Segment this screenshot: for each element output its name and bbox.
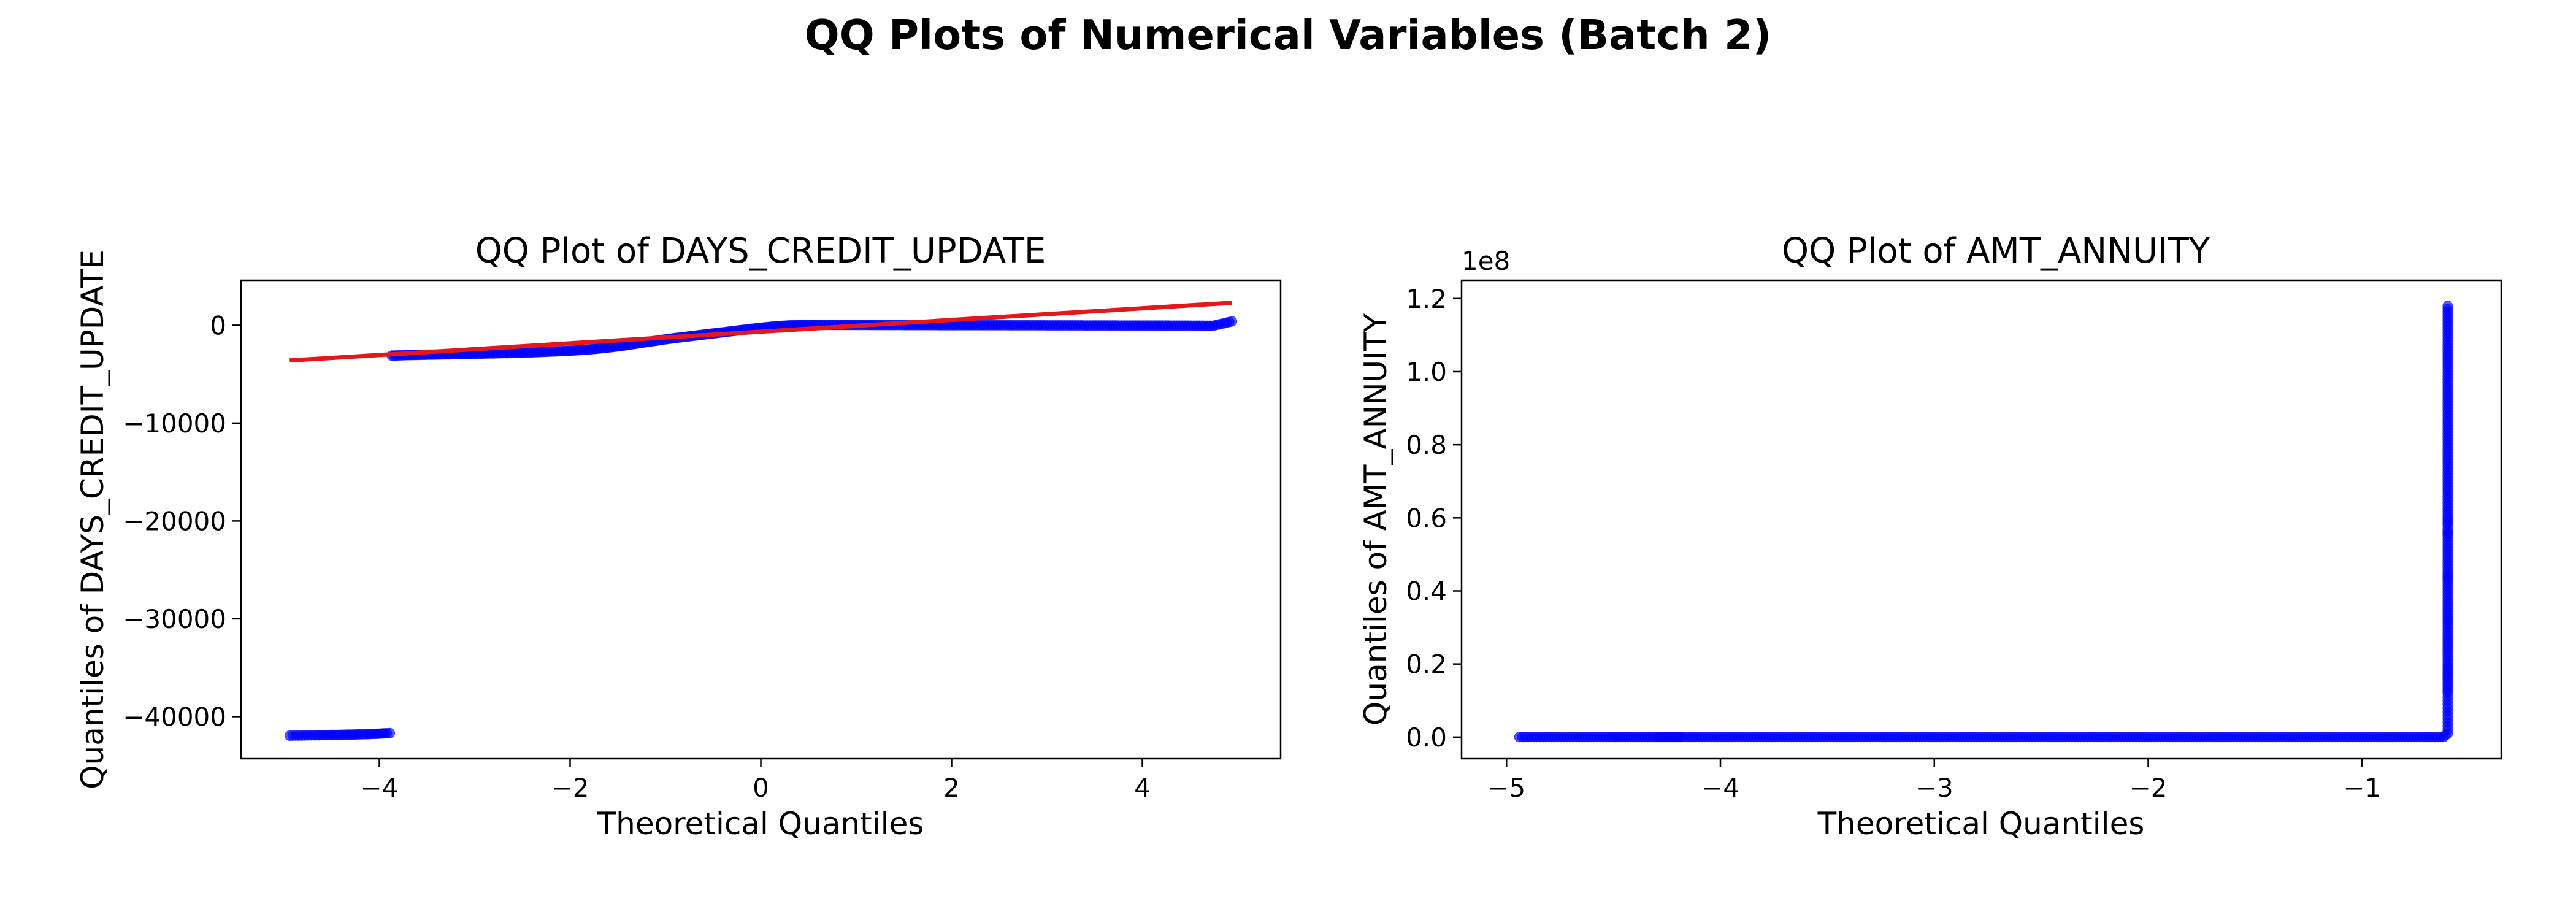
x-tick-label: −4 [1701,773,1739,803]
x-tick-label: −5 [1487,773,1525,803]
y-tick-label: −30000 [123,604,226,634]
plot-frame [1460,279,2502,760]
y-tick-label: 1.0 [1406,357,1447,387]
plot-marks [284,301,1238,741]
y-tick-label: 1.2 [1406,284,1447,314]
x-axis-ticks: −4 −2 0 2 4 [361,759,1151,803]
x-tick-label: −2 [2129,773,2168,803]
y-axis-label: Quantiles of AMT_ANNUITY [1358,313,1393,726]
x-axis-ticks: −5 −4 −3 −2 −1 [1487,759,2381,803]
y-tick-label: 0.0 [1406,723,1447,753]
x-tick-label: 0 [753,773,769,803]
y-tick-label: 0.4 [1406,576,1447,606]
x-tick-label: −3 [1915,773,1953,803]
y-tick-label: −20000 [123,506,226,536]
x-tick-label: −1 [2343,773,2381,803]
plot-marks [1514,301,2453,743]
y-tick-label: 0.6 [1406,503,1447,533]
x-tick-label: −2 [551,773,589,803]
y-tick-label: −40000 [123,702,226,732]
x-tick-label: 4 [1134,773,1151,803]
data-point [385,727,396,738]
y-axis-ticks: 0.0 0.2 0.4 0.6 0.8 1.0 1.2 [1406,284,1462,753]
y-tick-label: 0.8 [1406,430,1447,460]
data-point [2442,301,2453,312]
qq-plot-amt-annuity: QQ Plot of AMT_ANNUITY −5 −4 −3 −2 −1 0.0 0.2… [1358,231,2502,841]
reference-line [289,301,1232,363]
y-axis-label: Quantiles of DAYS_CREDIT_UPDATE [75,250,110,789]
plot-title: QQ Plot of DAYS_CREDIT_UPDATE [475,231,1046,271]
y-tick-label: −10000 [123,408,226,439]
figure-title: QQ Plots of Numerical Variables (Batch 2… [805,11,1771,59]
qq-plot-days-credit-update: QQ Plot of DAYS_CREDIT_UPDATE −4 −2 0 2 4 0−… [75,231,1282,841]
y-axis-offset-label: 1e8 [1462,246,1510,276]
plot-title: QQ Plot of AMT_ANNUITY [1782,231,2210,271]
y-tick-label: 0 [210,310,226,340]
y-tick-label: 0.2 [1406,650,1447,680]
data-point [1227,316,1238,327]
x-axis-label: Theoretical Quantiles [597,806,924,841]
x-tick-label: 2 [943,773,960,803]
x-axis-label: Theoretical Quantiles [1817,806,2145,841]
x-tick-label: −4 [361,773,399,803]
y-axis-ticks: 0 −10000 −20000 −30000 −40000 [123,310,241,732]
